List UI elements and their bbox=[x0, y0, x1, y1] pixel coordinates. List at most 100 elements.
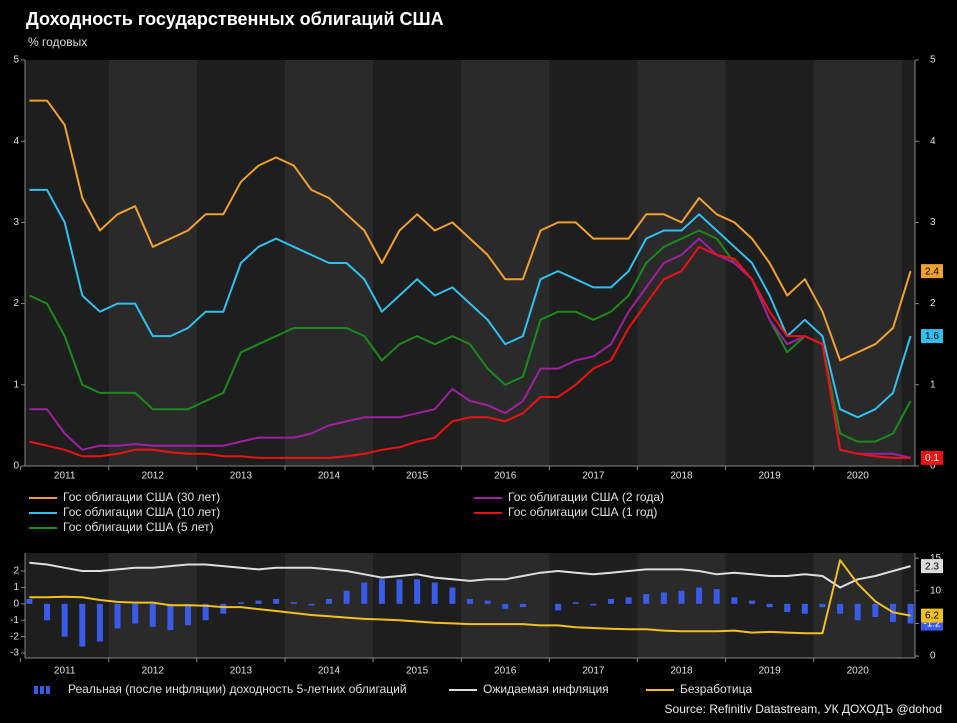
year-band bbox=[108, 60, 197, 466]
bar bbox=[220, 603, 227, 614]
x-tick-label: 2015 bbox=[406, 666, 429, 677]
x-tick-label: 2012 bbox=[142, 666, 165, 677]
bar bbox=[132, 603, 139, 624]
x-tick-label: 2013 bbox=[230, 666, 253, 677]
legend-label: Безработица bbox=[680, 682, 752, 696]
bar bbox=[378, 579, 385, 604]
y-tick-label: -2 bbox=[10, 631, 19, 642]
end-label-box bbox=[921, 450, 943, 465]
bar bbox=[643, 594, 650, 604]
end-label: 1.6 bbox=[925, 331, 939, 342]
end-label: 0.1 bbox=[925, 453, 939, 464]
x-tick-label: 2020 bbox=[847, 666, 870, 677]
y2-tick-label: 1 bbox=[930, 379, 936, 390]
bar bbox=[502, 603, 509, 609]
y2-tick-label: 0 bbox=[930, 651, 936, 662]
bar bbox=[255, 600, 262, 604]
legend-swatch bbox=[34, 686, 38, 694]
legend-label: Реальная (после инфляции) доходность 5-л… bbox=[68, 682, 407, 696]
bar bbox=[343, 590, 350, 604]
y-tick-label: 1 bbox=[13, 582, 19, 593]
chart-title: Доходность государственных облигаций США bbox=[26, 9, 444, 29]
end-label-box bbox=[921, 264, 943, 279]
year-band bbox=[637, 60, 726, 466]
end-label: 2.4 bbox=[925, 266, 939, 277]
end-label-box bbox=[921, 559, 943, 574]
source: Source: Refinitiv Datastream, УК ДОХОДЪ … bbox=[665, 702, 942, 716]
bar bbox=[713, 589, 720, 604]
line bbox=[29, 237, 911, 459]
y2-tick-label: 0 bbox=[930, 461, 936, 472]
bar bbox=[731, 597, 738, 604]
bar bbox=[907, 603, 914, 624]
x-tick-label: 2014 bbox=[318, 666, 341, 677]
y-tick-label: 3 bbox=[13, 217, 19, 228]
legend-swatch bbox=[40, 686, 44, 694]
bar bbox=[185, 603, 192, 626]
bar bbox=[625, 597, 632, 604]
bar bbox=[79, 603, 86, 647]
bar bbox=[748, 600, 755, 604]
x-tick-label: 2015 bbox=[406, 471, 429, 482]
line bbox=[29, 188, 912, 419]
x-tick-label: 2017 bbox=[582, 666, 605, 677]
bar bbox=[660, 592, 667, 604]
y-tick-label: 2 bbox=[13, 566, 19, 577]
year-band bbox=[461, 60, 550, 466]
y2-tick-label: 15 bbox=[930, 553, 942, 564]
legend-label: Ожидаемая инфляция bbox=[483, 682, 609, 696]
bar bbox=[819, 603, 826, 608]
bar bbox=[484, 600, 491, 604]
line bbox=[29, 99, 912, 362]
x-tick-label: 2012 bbox=[142, 471, 165, 482]
end-label-box bbox=[921, 329, 943, 344]
y-tick-label: 4 bbox=[13, 136, 19, 147]
legend-label: Гос облигации США (2 года) bbox=[508, 490, 664, 504]
year-band bbox=[284, 553, 374, 658]
y-tick-label: 5 bbox=[13, 55, 19, 66]
x-tick-label: 2014 bbox=[318, 471, 341, 482]
y-tick-label: -1 bbox=[10, 615, 19, 626]
bar bbox=[766, 603, 773, 608]
bar bbox=[467, 598, 473, 604]
y2-tick-label: 4 bbox=[930, 136, 936, 147]
bar bbox=[290, 602, 297, 604]
bar bbox=[678, 590, 685, 604]
bar bbox=[26, 598, 33, 604]
line bbox=[29, 561, 911, 589]
bar bbox=[590, 603, 597, 606]
bar bbox=[96, 603, 103, 642]
x-tick-label: 2017 bbox=[582, 471, 605, 482]
bar bbox=[784, 603, 791, 613]
end-label: 2.3 bbox=[925, 561, 939, 572]
y-tick-label: -3 bbox=[10, 648, 19, 659]
bar bbox=[308, 603, 315, 606]
y-tick-label: 0 bbox=[13, 599, 19, 610]
bar bbox=[202, 603, 209, 621]
bar bbox=[361, 582, 368, 604]
x-tick-label: 2019 bbox=[758, 666, 781, 677]
legend-label: Гос облигации США (10 лет) bbox=[63, 505, 220, 519]
y2-tick-label: 5 bbox=[930, 55, 936, 66]
bar bbox=[854, 603, 861, 621]
x-tick-label: 2018 bbox=[670, 471, 693, 482]
y-tick-label: 2 bbox=[13, 298, 19, 309]
bar bbox=[167, 603, 174, 631]
bar bbox=[114, 603, 121, 629]
bar bbox=[273, 598, 280, 604]
bar bbox=[519, 603, 526, 608]
x-tick-label: 2011 bbox=[54, 666, 76, 677]
x-tick-label: 2013 bbox=[230, 471, 253, 482]
x-tick-label: 2016 bbox=[494, 666, 517, 677]
bar bbox=[414, 579, 421, 604]
y2-tick-label: 10 bbox=[930, 585, 942, 596]
legend-swatch bbox=[46, 686, 50, 694]
legend-label: Гос облигации США (5 лет) bbox=[63, 520, 214, 534]
end-label: 6.2 bbox=[925, 611, 939, 622]
x-tick-label: 2016 bbox=[494, 471, 517, 482]
bar bbox=[801, 603, 808, 614]
end-label-box bbox=[921, 608, 943, 623]
end-label: -1.2 bbox=[923, 619, 941, 630]
legend-label: Гос облигации США (1 год) bbox=[508, 505, 657, 519]
